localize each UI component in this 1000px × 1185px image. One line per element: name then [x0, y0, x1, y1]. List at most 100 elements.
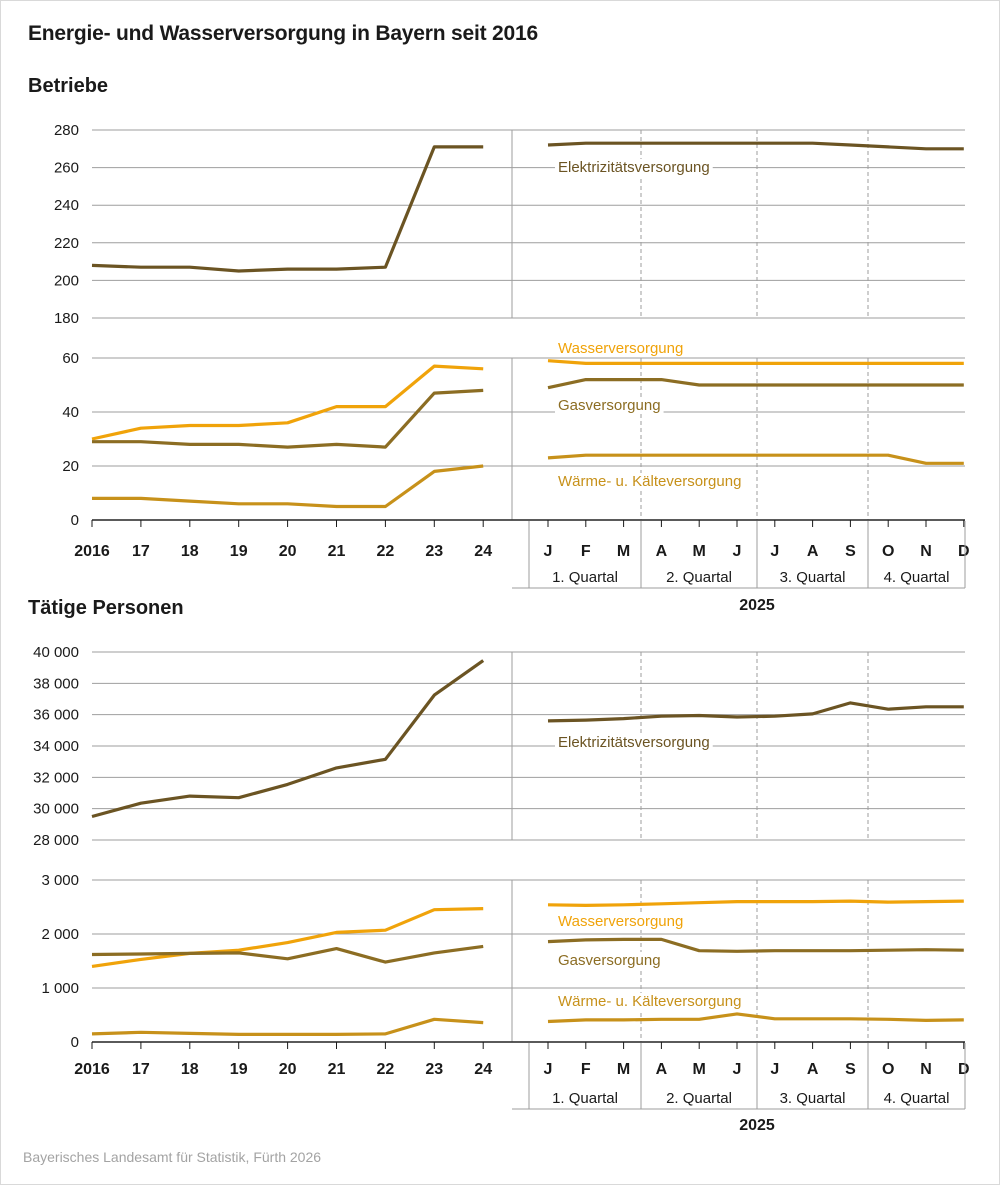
- source-note: Bayerisches Landesamt für Statistik, Für…: [23, 1149, 322, 1165]
- quarter-label: 4. Quartal: [884, 569, 950, 586]
- x-tick-label: 23: [425, 543, 443, 560]
- x-tick-label: A: [656, 543, 668, 560]
- quarter-label: 1. Quartal: [552, 569, 618, 586]
- chart-title-betriebe: Betriebe: [28, 75, 109, 97]
- y-tick-label: 180: [54, 310, 79, 327]
- page-title: Energie- und Wasserversorgung in Bayern …: [28, 22, 538, 45]
- x-tick-label: 24: [474, 543, 492, 560]
- x-tick-label: 20: [279, 1061, 297, 1078]
- x-tick-label: J: [733, 543, 742, 560]
- y-tick-label: 0: [71, 1034, 79, 1051]
- x-tick-label: 19: [230, 543, 248, 560]
- x-tick-label: 18: [181, 1061, 199, 1078]
- series-label: Gasversorgung: [558, 397, 661, 414]
- x-tick-label: N: [920, 543, 932, 560]
- series-line-monthly-gas: [547, 378, 964, 390]
- x-tick-label: J: [544, 543, 553, 560]
- x-tick-label: 23: [425, 1061, 443, 1078]
- quarter-label: 2. Quartal: [666, 569, 732, 586]
- x-tick-label: 21: [328, 1061, 346, 1078]
- x-tick-label: 17: [132, 543, 150, 560]
- x-tick-label: D: [958, 543, 970, 560]
- x-tick-label: 22: [377, 543, 395, 560]
- y-tick-label: 40 000: [33, 644, 79, 661]
- y-tick-label: 40: [62, 404, 79, 421]
- y-tick-label: 280: [54, 122, 79, 139]
- y-tick-label: 30 000: [33, 801, 79, 818]
- y-tick-label: 0: [71, 512, 79, 529]
- x-tick-label: F: [581, 543, 591, 560]
- x-tick-label: J: [770, 543, 779, 560]
- x-tick-label: A: [807, 1061, 819, 1078]
- series-line-monthly-wasser: [547, 899, 964, 908]
- series-label-bg: [555, 397, 664, 414]
- series-label-bg: [555, 340, 687, 357]
- x-tick-label: 21: [328, 543, 346, 560]
- series-line-annual-waerme: [91, 1017, 484, 1037]
- year-label: 2025: [739, 1117, 775, 1134]
- y-tick-label: 1 000: [41, 980, 79, 997]
- series-label: Wasserversorgung: [558, 340, 683, 357]
- series-label-bg: [555, 159, 713, 176]
- year-label: 2025: [739, 597, 775, 614]
- y-tick-label: 200: [54, 272, 79, 289]
- series-label: Gasversorgung: [558, 952, 661, 969]
- y-tick-label: 220: [54, 235, 79, 252]
- y-tick-label: 38 000: [33, 675, 79, 692]
- x-tick-label: 2016: [74, 543, 110, 560]
- series-line-monthly-elektrizitaet: [547, 141, 964, 151]
- x-tick-label: J: [733, 1061, 742, 1078]
- series-label-bg: [555, 952, 664, 969]
- quarter-label: 4. Quartal: [884, 1090, 950, 1107]
- x-tick-label: N: [920, 1061, 932, 1078]
- series-line-monthly-waerme: [547, 453, 964, 465]
- series-line-annual-gas: [92, 388, 484, 449]
- y-tick-label: 260: [54, 160, 79, 177]
- quarter-label: 3. Quartal: [780, 569, 846, 586]
- x-tick-label: S: [845, 1061, 856, 1078]
- x-tick-label: 19: [230, 1061, 248, 1078]
- series-line-monthly-elektrizitaet: [547, 701, 964, 723]
- series-label-bg: [555, 734, 713, 751]
- x-tick-label: 17: [132, 1061, 150, 1078]
- y-tick-label: 240: [54, 197, 79, 214]
- series-line-annual-elektrizitaet: [91, 145, 484, 273]
- y-tick-label: 20: [62, 458, 79, 475]
- x-tick-label: 24: [474, 1061, 492, 1078]
- x-tick-label: M: [693, 543, 706, 560]
- series-label-bg: [555, 913, 687, 930]
- series-line-monthly-gas: [547, 937, 964, 953]
- series-label-bg: [555, 473, 745, 490]
- y-tick-label: 28 000: [33, 832, 79, 849]
- x-tick-label: M: [693, 1061, 706, 1078]
- series-line-annual-elektrizitaet: [91, 659, 485, 819]
- series-label-bg: [555, 993, 745, 1010]
- chart-title-personen: Tätige Personen: [28, 597, 184, 619]
- x-tick-label: 22: [377, 1061, 395, 1078]
- y-tick-label: 36 000: [33, 707, 79, 724]
- x-tick-label: O: [882, 1061, 894, 1078]
- x-tick-label: D: [958, 1061, 970, 1078]
- y-tick-label: 2 000: [41, 926, 79, 943]
- y-tick-label: 60: [62, 350, 79, 367]
- x-tick-label: 20: [279, 543, 297, 560]
- x-tick-label: M: [617, 1061, 630, 1078]
- x-tick-label: 2016: [74, 1061, 110, 1078]
- quarter-label: 3. Quartal: [780, 1090, 846, 1107]
- y-tick-label: 34 000: [33, 738, 79, 755]
- series-label: Wärme- u. Kälteversorgung: [558, 473, 741, 490]
- x-tick-label: O: [882, 543, 894, 560]
- x-tick-label: M: [617, 543, 630, 560]
- series-line-monthly-wasser: [547, 359, 964, 365]
- y-tick-label: 32 000: [33, 769, 79, 786]
- quarter-label: 2. Quartal: [666, 1090, 732, 1107]
- series-label: Elektrizitätsversorgung: [558, 734, 710, 751]
- y-tick-label: 3 000: [41, 872, 79, 889]
- x-tick-label: J: [770, 1061, 779, 1078]
- x-tick-label: F: [581, 1061, 591, 1078]
- series-line-annual-waerme: [92, 464, 484, 509]
- series-label: Elektrizitätsversorgung: [558, 159, 710, 176]
- series-line-monthly-waerme: [547, 1012, 964, 1024]
- x-tick-label: 18: [181, 543, 199, 560]
